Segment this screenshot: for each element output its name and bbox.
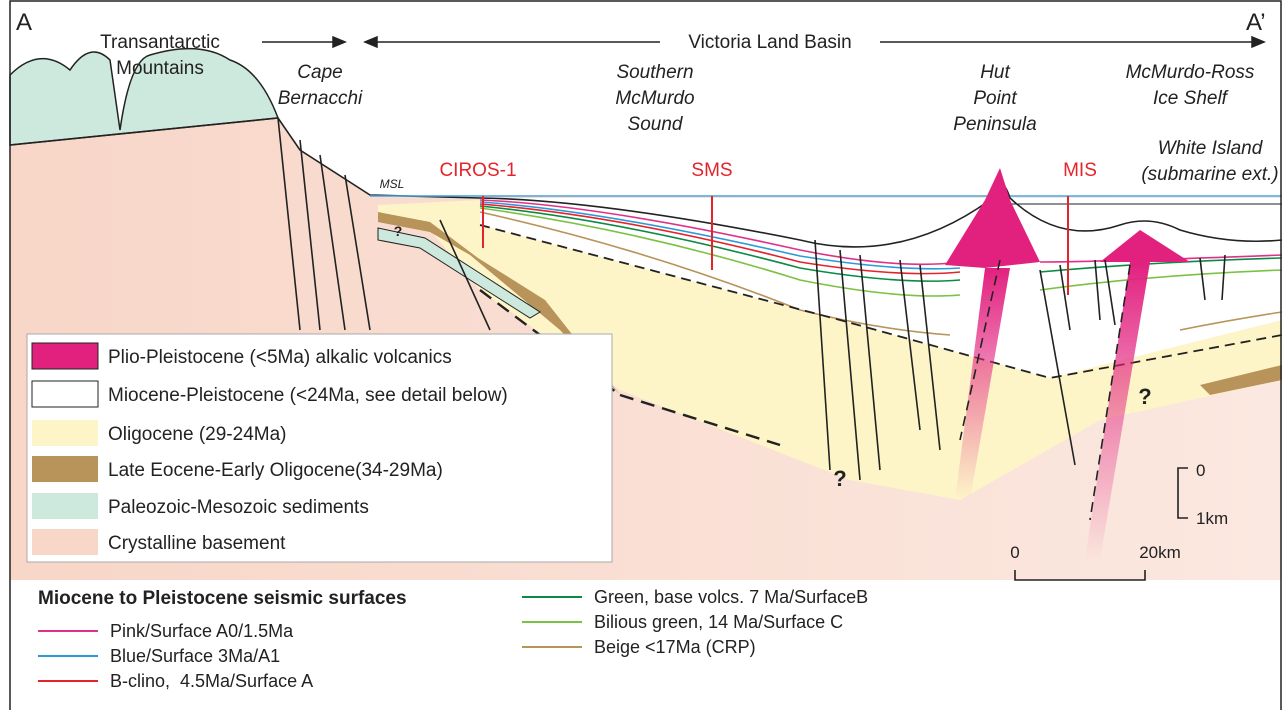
question-mark: ? xyxy=(1138,384,1151,409)
question-mark: ? xyxy=(394,223,403,239)
legend-label: Crystalline basement xyxy=(108,533,286,554)
place-label: McMurdo xyxy=(615,88,694,109)
place-label: Bernacchi xyxy=(278,88,363,109)
surface-label: B-clino, 4.5Ma/Surface A xyxy=(110,671,313,691)
place-label: Cape xyxy=(297,62,342,83)
swatch xyxy=(32,529,98,555)
surfaces-key: Miocene to Pleistocene seismic surfaces … xyxy=(38,587,868,691)
place-label: Ice Shelf xyxy=(1153,88,1229,109)
legend-label: Late Eocene-Early Oligocene(34-29Ma) xyxy=(108,460,443,481)
place-label: Transantarctic xyxy=(100,32,220,53)
legend-label: Oligocene (29-24Ma) xyxy=(108,424,286,445)
place-label: Southern xyxy=(616,62,693,83)
surface-label: Green, base volcs. 7 Ma/SurfaceB xyxy=(594,587,868,607)
scale-label: 20km xyxy=(1139,543,1181,562)
section-end: A’ xyxy=(1246,9,1266,36)
legend-label: Miocene-Pleistocene (<24Ma, see detail b… xyxy=(108,385,508,406)
surface-label: Blue/Surface 3Ma/A1 xyxy=(110,646,280,666)
scale-label: 0 xyxy=(1010,543,1019,562)
swatch xyxy=(32,456,98,482)
legend-label: Paleozoic-Mesozoic sediments xyxy=(108,497,369,518)
legend: Plio-Pleistocene (<5Ma) alkalic volcanic… xyxy=(27,334,612,562)
place-label: Hut xyxy=(980,62,1010,83)
cross-section: A A’ Victoria Land Basin Transantarctic … xyxy=(0,0,1282,710)
surface-label: Pink/Surface A0/1.5Ma xyxy=(110,621,294,641)
surfaces-title: Miocene to Pleistocene seismic surfaces xyxy=(38,588,407,609)
well-label: CIROS-1 xyxy=(439,160,516,181)
well-label: MIS xyxy=(1063,160,1097,181)
place-label: Mountains xyxy=(116,58,204,79)
surface-label: Bilious green, 14 Ma/Surface C xyxy=(594,612,843,632)
basin-label: Victoria Land Basin xyxy=(688,32,851,53)
place-label: McMurdo-Ross xyxy=(1126,62,1255,83)
place-label: Sound xyxy=(628,114,684,135)
swatch xyxy=(32,381,98,407)
question-mark: ? xyxy=(833,466,846,491)
legend-label: Plio-Pleistocene (<5Ma) alkalic volcanic… xyxy=(108,347,452,368)
place-label: Point xyxy=(973,88,1017,109)
legend-box xyxy=(27,334,612,562)
section-end: A xyxy=(16,9,32,36)
well-label: SMS xyxy=(691,160,732,181)
scale-label: 1km xyxy=(1196,509,1228,528)
swatch xyxy=(32,493,98,519)
swatch xyxy=(32,343,98,369)
msl-label: MSL xyxy=(380,177,405,191)
swatch xyxy=(32,420,98,446)
surface-label: Beige <17Ma (CRP) xyxy=(594,637,756,657)
scale-label: 0 xyxy=(1196,461,1205,480)
place-label: Peninsula xyxy=(953,114,1036,135)
place-label: White Island xyxy=(1158,138,1264,159)
place-label: (submarine ext.) xyxy=(1141,164,1278,185)
